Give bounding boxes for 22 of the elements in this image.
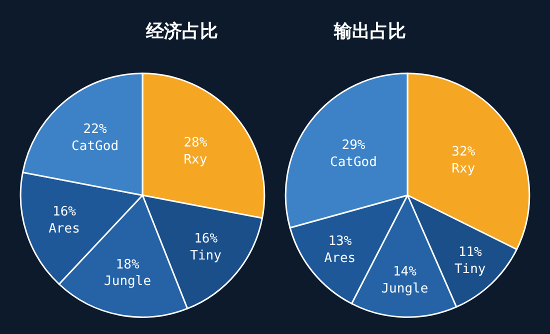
- data-label: 11%: [458, 245, 482, 260]
- data-label: 32%: [452, 144, 476, 160]
- chart-title: 经济占比: [145, 21, 218, 42]
- slice-label: Tiny: [454, 262, 486, 277]
- slice-label: Tiny: [190, 248, 222, 264]
- data-label: 16%: [52, 204, 76, 220]
- data-label: 16%: [194, 232, 218, 247]
- slice-label: Jungle: [381, 281, 428, 296]
- slice-label: CatGod: [330, 155, 377, 170]
- data-label: 28%: [184, 135, 208, 150]
- slice-label: Rxy: [452, 161, 476, 176]
- data-label: 14%: [392, 264, 417, 280]
- slice-label: Rxy: [184, 152, 208, 168]
- data-label: 13%: [328, 234, 352, 250]
- slice-label: Ares: [48, 222, 80, 237]
- data-label: 18%: [116, 257, 140, 272]
- data-label: 29%: [342, 138, 366, 154]
- data-label: 22%: [83, 122, 107, 137]
- chart-title: 输出占比: [333, 21, 406, 42]
- slice-label: CatGod: [72, 138, 119, 154]
- slice-label: Ares: [324, 251, 356, 266]
- slice-label: Jungle: [104, 274, 152, 290]
